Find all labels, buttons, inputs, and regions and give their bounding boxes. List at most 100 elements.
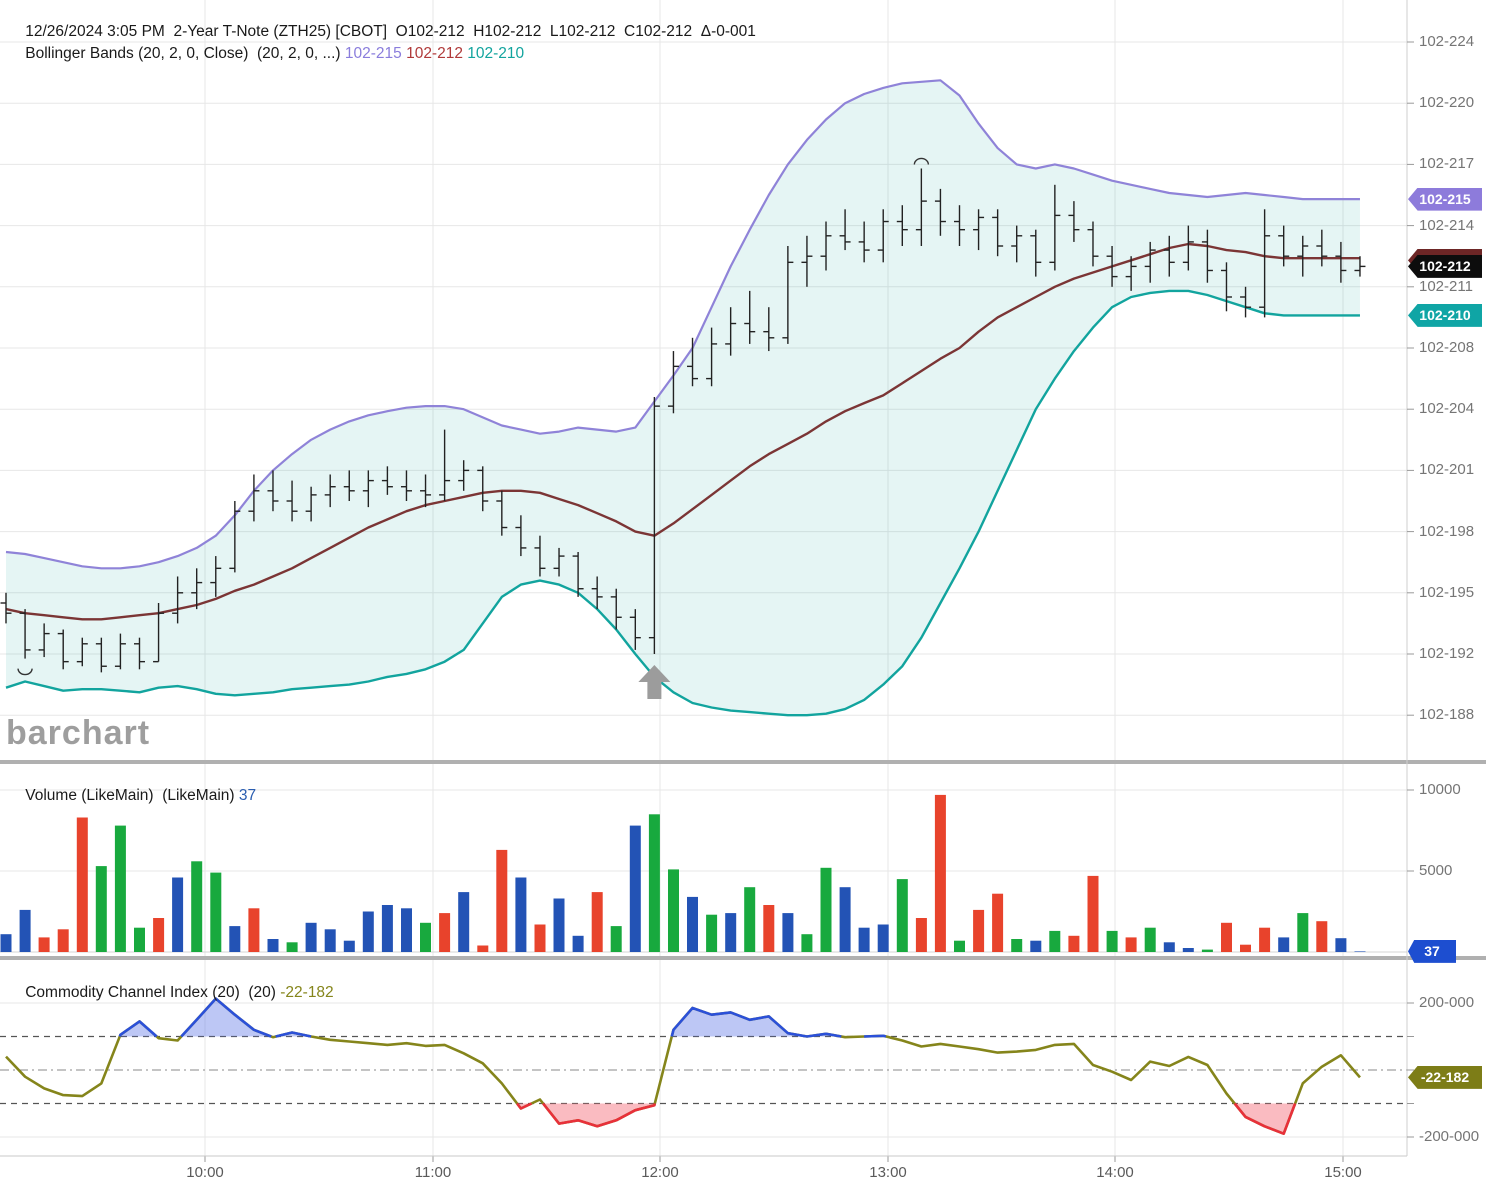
volume-bar [1240, 944, 1251, 952]
price-bar [744, 290, 756, 344]
price-bar [1011, 225, 1023, 263]
cci-line-overbought [864, 1034, 887, 1038]
price-bar [534, 535, 546, 577]
price-bar [725, 307, 737, 356]
price-bar [782, 246, 794, 344]
volume-bar [687, 896, 698, 952]
volume-bar [706, 914, 718, 952]
volume-bar [420, 922, 431, 952]
panel-separator [0, 760, 1486, 764]
volume-bar [305, 922, 317, 952]
price-bar [763, 307, 775, 352]
price-bar [1030, 229, 1042, 277]
volume-bar [343, 940, 355, 952]
price-bar [324, 474, 336, 508]
volume-bar [1221, 922, 1232, 952]
price-bar [610, 588, 622, 630]
volume-label: Volume (LikeMain) (LikeMain) [25, 787, 239, 804]
volume-bar [1106, 930, 1118, 952]
up-arrow-annotation [638, 665, 671, 699]
price-bar [420, 474, 432, 508]
cci-axis-label: -200-000 [1419, 1128, 1480, 1145]
volume-bar [477, 945, 489, 952]
volume-bar [95, 866, 107, 952]
price-bar [381, 466, 393, 495]
volume-bar [38, 937, 50, 952]
price-bar [1106, 246, 1118, 287]
price-bar [19, 609, 31, 659]
volume-bar [954, 940, 965, 952]
chart-title-bar: 12/26/2024 3:05 PM 2-Year T-Note (ZTH25)… [8, 5, 756, 59]
volume-bar [915, 918, 927, 952]
price-bar [458, 460, 470, 491]
price-axis-label: 102-195 [1419, 583, 1475, 601]
volume-bar [248, 908, 260, 952]
time-axis-label: 13:00 [869, 1164, 907, 1181]
price-axis-label: 102-201 [1419, 461, 1475, 479]
volume-bar [782, 913, 794, 952]
volume-bar [820, 867, 832, 952]
price-bar [95, 637, 107, 673]
volume-bar [362, 911, 374, 952]
volume-axis-label: 10000 [1419, 781, 1461, 798]
volume-bar [725, 913, 737, 952]
price-bar [992, 209, 1004, 257]
price-axis-label: 102-220 [1419, 94, 1475, 112]
volume-bar [229, 926, 241, 952]
price-bar [553, 547, 565, 577]
volume-bar [19, 909, 31, 952]
volume-bar [1125, 937, 1137, 952]
swing-high-marker [913, 157, 930, 165]
price-bar [706, 327, 718, 387]
cci-line-oversold [516, 1102, 533, 1110]
price-bar [286, 480, 298, 522]
price-bar [1163, 235, 1175, 277]
price-bar [38, 623, 50, 658]
volume-bar [534, 924, 546, 952]
price-bar [305, 486, 317, 522]
price-bar [153, 603, 165, 663]
cci-line-overbought [180, 997, 272, 1038]
volume-bar [76, 817, 88, 952]
volume-bar [744, 887, 756, 952]
price-bar [858, 221, 870, 263]
cci-overbought-fill [671, 1008, 807, 1037]
price-bar [1220, 262, 1232, 312]
price-axis-label: 102-188 [1419, 706, 1475, 724]
price-bar [133, 637, 145, 670]
price-axis-label: 102-217 [1419, 155, 1475, 173]
chart-title: 12/26/2024 3:05 PM 2-Year T-Note (ZTH25)… [25, 23, 756, 40]
volume-bar [1297, 913, 1309, 952]
price-bar [667, 351, 679, 414]
volume-bar [1201, 949, 1213, 952]
price-axis-label: 102-204 [1419, 400, 1475, 418]
price-bar [1144, 241, 1156, 283]
swing-low-marker [17, 668, 33, 676]
volume-bar [839, 887, 851, 952]
volume-bar [324, 929, 336, 952]
cci-overbought-fill [119, 1021, 157, 1037]
price-bar [0, 592, 12, 624]
volume-bar [401, 908, 412, 952]
cci-line-oversold [542, 1102, 657, 1128]
indicator-header-volume: Volume (LikeMain) (LikeMain) 37 [8, 769, 256, 823]
volume-bar [381, 905, 393, 952]
volume-bar [877, 924, 889, 952]
volume-bar [763, 905, 775, 952]
price-bar [1240, 286, 1252, 318]
cci-line-overbought [806, 1032, 842, 1038]
price-bar [820, 221, 832, 271]
bollinger-middle-band [5, 242, 1360, 621]
bb-upper-badge: 102-215 [1408, 187, 1482, 211]
volume-bar [1030, 940, 1042, 952]
price-bar [400, 470, 412, 501]
volume-bar [134, 927, 145, 952]
volume-bar [648, 814, 660, 952]
price-bar [1201, 229, 1213, 283]
volume-bar [286, 942, 298, 952]
volume-bar [553, 898, 565, 952]
price-axis-label: 102-208 [1419, 339, 1475, 356]
bollinger-label: Bollinger Bands (20, 2, 0, Close) (20, 2… [25, 45, 345, 62]
